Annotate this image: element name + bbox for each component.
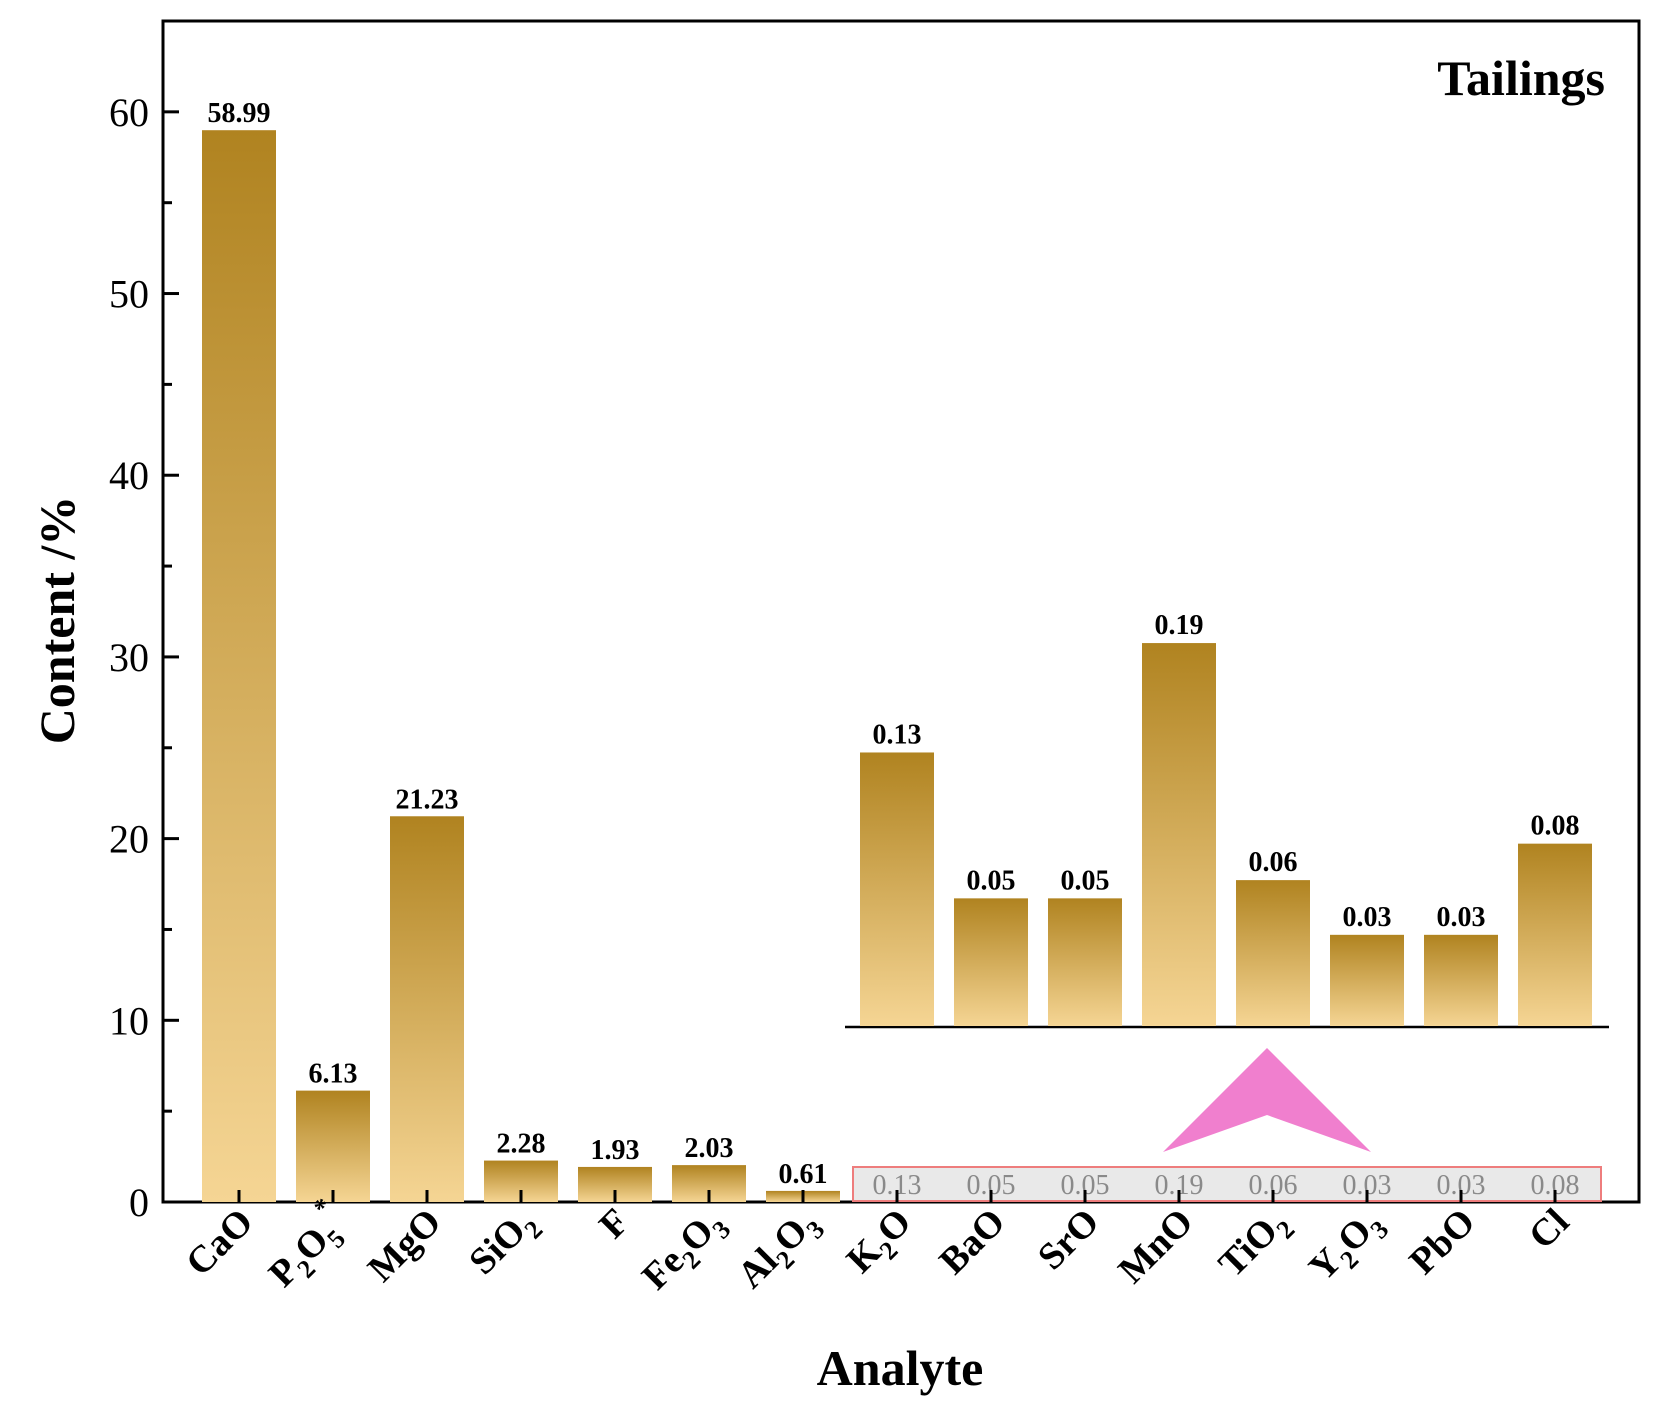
- x-category-label: Y2O3: [1301, 1201, 1394, 1294]
- x-axis-title: Analyte: [817, 1340, 984, 1396]
- x-category-label: BaO: [931, 1201, 1013, 1283]
- inset-bar: [860, 752, 934, 1026]
- inset-bar-value-label: 0.03: [1343, 902, 1392, 933]
- x-category-label: F: [591, 1201, 637, 1247]
- bar-value-label: 1.93: [591, 1135, 640, 1166]
- magnify-arrow: [1163, 1048, 1371, 1152]
- inset-bar-value-label: 0.06: [1249, 847, 1298, 878]
- inset-bar-value-label: 0.05: [1061, 865, 1110, 896]
- x-category-label: Al2O3: [730, 1201, 831, 1302]
- x-category-label: K2O: [839, 1201, 925, 1287]
- inset-bar-value-label: 0.19: [1155, 610, 1204, 641]
- y-tick-label: 60: [109, 90, 149, 135]
- inset-bar-value-label: 0.08: [1531, 811, 1580, 842]
- inset-bar: [1142, 643, 1216, 1026]
- inset-bar: [1048, 898, 1122, 1026]
- y-axis: 0 10 20 30 40 50 60: [109, 90, 179, 1225]
- inset-bar-value-label: 0.05: [967, 865, 1016, 896]
- x-category-label: SiO2: [461, 1201, 548, 1288]
- y-tick-label: 20: [109, 817, 149, 862]
- bar-value-label: 0.61: [779, 1159, 828, 1190]
- inset-bar: [1424, 934, 1498, 1026]
- bar-value-label: 6.13: [309, 1059, 358, 1090]
- x-category-label: SrO: [1030, 1201, 1107, 1278]
- inset-bar: [1330, 934, 1404, 1026]
- inset-bar-value-label: 0.13: [873, 719, 922, 750]
- x-category-label: P2O5*: [252, 1192, 360, 1300]
- bar: [296, 1090, 370, 1202]
- y-tick-label: 0: [129, 1180, 149, 1225]
- inset-bar: [1236, 880, 1310, 1026]
- x-category-label: MnO: [1110, 1201, 1201, 1292]
- x-category-label: TiO2: [1211, 1201, 1301, 1291]
- y-tick-label: 10: [109, 998, 149, 1043]
- bar-value-label: 2.28: [497, 1129, 546, 1160]
- inset-bar: [954, 898, 1028, 1026]
- inset-bar-chart: 0.13 0.05 0.05 0.19 0.06 0.03 0.03 0.08: [845, 610, 1609, 1152]
- panel-title: Tailings: [1437, 50, 1605, 106]
- x-category-label: Cl: [1521, 1201, 1578, 1258]
- bar-series: 58.99 6.13 21.23 2.28 1.93 2.03 0.61: [202, 98, 1592, 1203]
- inset-bar: [1518, 843, 1592, 1026]
- bar-value-label: 58.99: [208, 98, 271, 129]
- bar-value-label: 2.03: [685, 1133, 734, 1164]
- bar: [390, 816, 464, 1202]
- bar: [202, 130, 276, 1203]
- y-axis-title: Content /%: [29, 496, 85, 745]
- x-category-label: PbO: [1401, 1201, 1483, 1283]
- x-category-label: MgO: [360, 1201, 449, 1290]
- strip-box: [852, 1166, 1602, 1202]
- x-category-label: Fe2O3: [634, 1201, 736, 1303]
- inset-bar-value-label: 0.03: [1437, 902, 1486, 933]
- y-tick-label: 40: [109, 453, 149, 498]
- x-category-label: CaO: [178, 1201, 261, 1284]
- magnified-region-strip: 0.13 0.05 0.05 0.19 0.06 0.03 0.03 0.08: [852, 1166, 1602, 1202]
- y-tick-label: 30: [109, 635, 149, 680]
- y-tick-label: 50: [109, 272, 149, 317]
- bar-value-label: 21.23: [396, 784, 459, 815]
